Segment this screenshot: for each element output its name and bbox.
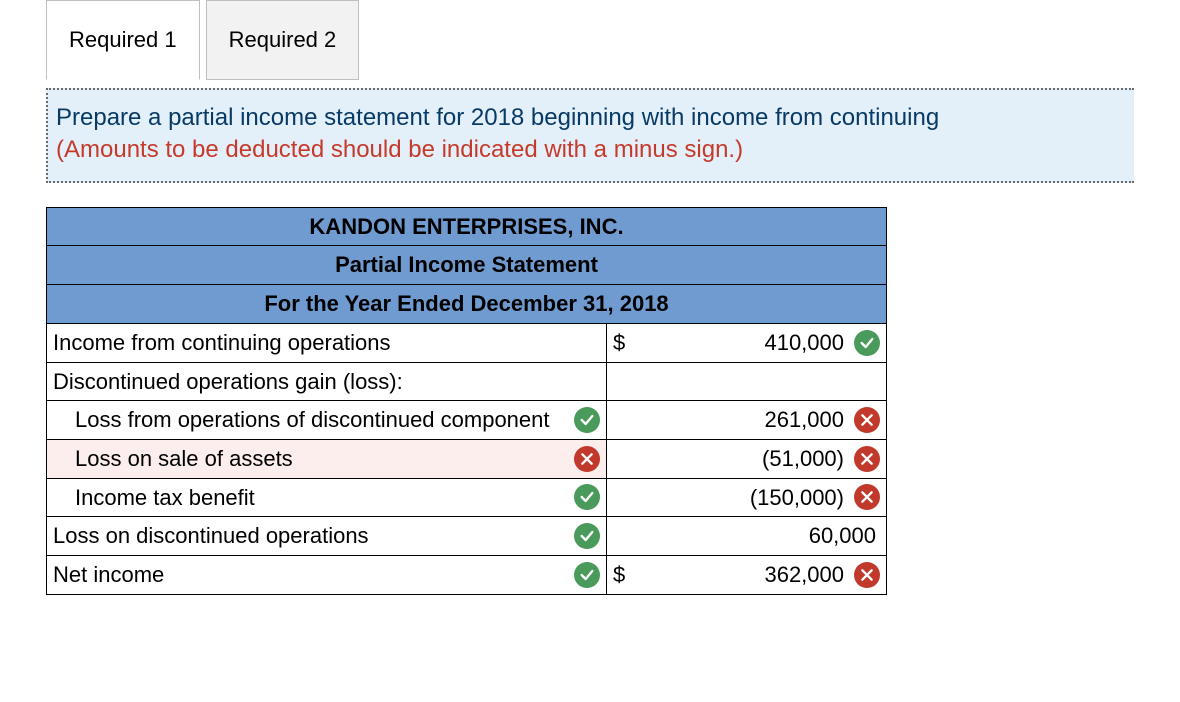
check-icon [574, 407, 600, 433]
x-icon [574, 446, 600, 472]
tab-bar: Required 1 Required 2 [46, 0, 1180, 80]
row-amount-cell[interactable]: $362,000 [607, 555, 887, 594]
x-icon [854, 446, 880, 472]
row-value: (51,000) [637, 444, 848, 474]
table-row: Income from continuing operations$410,00… [47, 323, 887, 362]
row-amount-cell[interactable]: (150,000) [607, 478, 887, 517]
row-label: Discontinued operations gain (loss): [53, 367, 600, 397]
row-amount-cell[interactable] [607, 362, 887, 401]
title-header: Partial Income Statement [47, 246, 887, 285]
row-value: 261,000 [637, 405, 848, 435]
tab-label: Required 2 [229, 27, 337, 52]
tab-required-2[interactable]: Required 2 [206, 0, 360, 80]
check-icon [854, 330, 880, 356]
row-label-cell: Discontinued operations gain (loss): [47, 362, 607, 401]
row-label: Income tax benefit [75, 483, 568, 513]
row-label: Loss on discontinued operations [53, 521, 568, 551]
x-icon [854, 484, 880, 510]
row-amount-cell[interactable]: (51,000) [607, 439, 887, 478]
period-header: For the Year Ended December 31, 2018 [47, 285, 887, 324]
check-icon [574, 523, 600, 549]
check-icon [574, 562, 600, 588]
table-row: Loss on sale of assets (51,000) [47, 439, 887, 478]
row-label-cell: Loss on discontinued operations [47, 517, 607, 556]
row-label: Loss from operations of discontinued com… [75, 405, 568, 435]
currency-symbol: $ [613, 560, 631, 590]
instruction-note: (Amounts to be deducted should be indica… [56, 136, 743, 163]
row-value: (150,000) [637, 483, 848, 513]
table-row: Net income $362,000 [47, 555, 887, 594]
x-icon [854, 407, 880, 433]
currency-symbol: $ [613, 328, 631, 358]
row-label-cell[interactable]: Loss on sale of assets [47, 439, 607, 478]
table-row: Loss on discontinued operations 60,000 [47, 517, 887, 556]
row-amount-cell[interactable]: 261,000 [607, 401, 887, 440]
income-statement-table: KANDON ENTERPRISES, INC. Partial Income … [46, 207, 887, 595]
table-row: Loss from operations of discontinued com… [47, 401, 887, 440]
row-value: 60,000 [637, 521, 880, 551]
row-label: Income from continuing operations [53, 328, 600, 358]
row-value: 362,000 [637, 560, 848, 590]
row-value: 410,000 [637, 328, 848, 358]
row-label: Net income [53, 560, 568, 590]
tab-label: Required 1 [69, 27, 177, 52]
instruction-text: Prepare a partial income statement for 2… [56, 104, 939, 131]
row-label: Loss on sale of assets [75, 444, 568, 474]
company-header: KANDON ENTERPRISES, INC. [47, 207, 887, 246]
row-label-cell: Income from continuing operations [47, 323, 607, 362]
row-label-cell: Net income [47, 555, 607, 594]
row-label-cell[interactable]: Income tax benefit [47, 478, 607, 517]
table-row: Income tax benefit (150,000) [47, 478, 887, 517]
tab-required-1[interactable]: Required 1 [46, 0, 200, 80]
row-label-cell[interactable]: Loss from operations of discontinued com… [47, 401, 607, 440]
x-icon [854, 562, 880, 588]
check-icon [574, 484, 600, 510]
instruction-box: Prepare a partial income statement for 2… [46, 88, 1134, 183]
statement-container: KANDON ENTERPRISES, INC. Partial Income … [46, 207, 1180, 595]
row-amount-cell[interactable]: 60,000 [607, 517, 887, 556]
table-row: Discontinued operations gain (loss): [47, 362, 887, 401]
row-amount-cell[interactable]: $410,000 [607, 323, 887, 362]
